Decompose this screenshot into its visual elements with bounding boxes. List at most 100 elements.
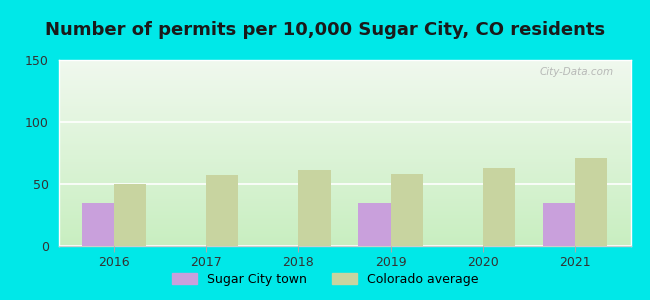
Bar — [58, 80, 630, 81]
Bar — [58, 88, 630, 89]
Bar — [58, 215, 630, 216]
Bar — [58, 220, 630, 221]
Bar — [58, 150, 630, 151]
Bar — [58, 245, 630, 246]
Bar — [58, 68, 630, 69]
Bar — [58, 201, 630, 202]
Bar — [58, 226, 630, 227]
Bar — [58, 66, 630, 67]
Bar — [58, 95, 630, 96]
Bar — [58, 198, 630, 199]
Bar — [58, 79, 630, 80]
Bar — [58, 63, 630, 64]
Bar — [58, 154, 630, 155]
Bar — [58, 67, 630, 68]
Bar — [58, 125, 630, 126]
Bar — [543, 202, 575, 246]
Bar — [58, 160, 630, 161]
Bar — [58, 120, 630, 122]
Bar — [58, 153, 630, 154]
Bar — [58, 207, 630, 208]
Bar — [58, 101, 630, 102]
Bar — [58, 240, 630, 241]
Bar — [58, 81, 630, 82]
Bar — [58, 229, 630, 230]
Bar — [58, 223, 630, 224]
Bar — [58, 83, 630, 84]
Bar — [58, 103, 630, 104]
Bar — [58, 177, 630, 178]
Bar — [58, 212, 630, 214]
Bar — [58, 199, 630, 200]
Bar — [58, 172, 630, 173]
Bar — [58, 214, 630, 215]
Bar — [58, 243, 630, 244]
Bar — [58, 136, 630, 137]
Bar — [58, 105, 630, 106]
Bar — [58, 233, 630, 234]
Bar — [58, 135, 630, 136]
Bar — [58, 152, 630, 153]
Bar — [58, 112, 630, 113]
Legend: Sugar City town, Colorado average: Sugar City town, Colorado average — [167, 268, 483, 291]
Bar — [206, 175, 239, 246]
Bar — [58, 118, 630, 119]
Bar — [58, 238, 630, 239]
Bar — [391, 174, 423, 246]
Bar — [58, 202, 630, 203]
Bar — [58, 72, 630, 73]
Bar — [58, 190, 630, 191]
Bar — [58, 197, 630, 198]
Bar — [58, 204, 630, 205]
Bar — [58, 219, 630, 220]
Bar — [58, 170, 630, 171]
Bar — [58, 171, 630, 172]
Bar — [58, 111, 630, 112]
Bar — [58, 241, 630, 242]
Bar — [58, 132, 630, 133]
Bar — [58, 75, 630, 76]
Bar — [58, 234, 630, 235]
Bar — [58, 122, 630, 123]
Bar — [58, 209, 630, 210]
Bar — [58, 211, 630, 212]
Bar — [58, 74, 630, 75]
Bar — [58, 118, 630, 119]
Bar — [58, 71, 630, 72]
Bar — [58, 205, 630, 206]
Bar — [58, 69, 630, 70]
Bar — [58, 178, 630, 179]
Bar — [58, 232, 630, 233]
Bar — [58, 244, 630, 245]
Bar — [58, 160, 630, 161]
Bar — [58, 225, 630, 226]
Bar — [58, 97, 630, 98]
Bar — [58, 102, 630, 103]
Bar — [58, 235, 630, 236]
Bar — [58, 146, 630, 147]
Bar — [58, 145, 630, 146]
Bar — [58, 182, 630, 183]
Bar — [58, 113, 630, 114]
Bar — [58, 157, 630, 158]
Bar — [58, 189, 630, 190]
Bar — [58, 149, 630, 150]
Bar — [58, 224, 630, 225]
Bar — [58, 106, 630, 107]
Bar — [58, 168, 630, 169]
Bar — [58, 167, 630, 168]
Bar — [58, 217, 630, 218]
Bar — [58, 123, 630, 124]
Bar — [58, 239, 630, 240]
Bar — [58, 195, 630, 196]
Bar — [58, 227, 630, 228]
Bar — [58, 117, 630, 118]
Bar — [58, 200, 630, 201]
Bar — [58, 183, 630, 184]
Bar — [58, 206, 630, 207]
Bar — [58, 163, 630, 164]
Bar — [58, 216, 630, 217]
Bar — [58, 193, 630, 194]
Bar — [58, 139, 630, 140]
Bar — [58, 108, 630, 109]
